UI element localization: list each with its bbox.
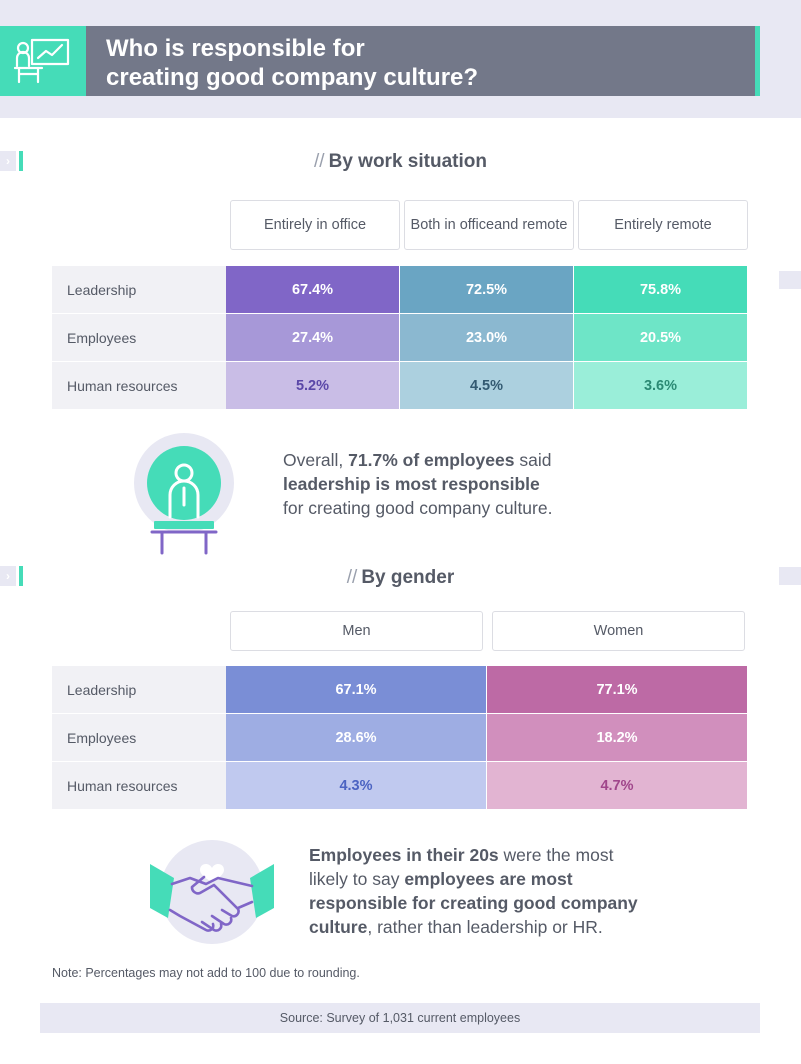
data-cell: 77.1% bbox=[487, 666, 748, 714]
data-cell: 27.4% bbox=[226, 314, 400, 362]
chevron-right-icon: › bbox=[0, 151, 16, 171]
data-cell: 18.2% bbox=[487, 714, 748, 762]
section-title-work: //By work situation bbox=[314, 151, 487, 172]
row-label: Human resources bbox=[52, 762, 226, 810]
data-cell: 3.6% bbox=[574, 362, 748, 410]
column-header-text: Men bbox=[342, 623, 371, 639]
source-bar: Source: Survey of 1,031 current employee… bbox=[40, 1003, 760, 1033]
data-cell: 67.4% bbox=[226, 266, 400, 314]
page-title: Who is responsible for creating good com… bbox=[86, 26, 760, 96]
data-cell: 72.5% bbox=[400, 266, 574, 314]
person-at-podium-icon bbox=[132, 433, 238, 562]
column-header-text: Entirely in office bbox=[263, 217, 367, 233]
data-cell: 20.5% bbox=[574, 314, 748, 362]
section-title-gender: //By gender bbox=[346, 567, 455, 588]
column-header: Entirely in office bbox=[230, 200, 400, 250]
chevron-right-icon: › bbox=[0, 566, 16, 586]
data-cell: 67.1% bbox=[226, 666, 487, 714]
handshake-heart-icon bbox=[150, 840, 274, 951]
data-cell: 4.5% bbox=[400, 362, 574, 410]
side-tab bbox=[779, 271, 801, 289]
column-header: Entirely remote bbox=[578, 200, 748, 250]
data-cell: 4.3% bbox=[226, 762, 487, 810]
callout-age: Employees in their 20s were the most lik… bbox=[309, 845, 638, 937]
column-header: Men bbox=[230, 611, 483, 651]
data-cell: 5.2% bbox=[226, 362, 400, 410]
footnote: Note: Percentages may not add to 100 due… bbox=[52, 966, 360, 980]
row-label: Employees bbox=[52, 714, 226, 762]
side-tab bbox=[779, 567, 801, 585]
data-cell: 75.8% bbox=[574, 266, 748, 314]
column-header-text: Entirely remote bbox=[614, 217, 712, 233]
section-marker: › bbox=[0, 566, 24, 586]
row-label: Leadership bbox=[52, 666, 226, 714]
row-label: Employees bbox=[52, 314, 226, 362]
data-cell: 4.7% bbox=[487, 762, 748, 810]
presentation-chart-icon bbox=[0, 26, 86, 96]
section-marker: › bbox=[0, 151, 24, 171]
row-label: Leadership bbox=[52, 266, 226, 314]
column-header-text: Both in office bbox=[410, 217, 495, 233]
column-header-text: Women bbox=[593, 623, 644, 639]
header: Who is responsible for creating good com… bbox=[0, 26, 760, 96]
data-cell: 28.6% bbox=[226, 714, 487, 762]
data-cell: 23.0% bbox=[400, 314, 574, 362]
row-label: Human resources bbox=[52, 362, 226, 410]
column-header: Women bbox=[492, 611, 745, 651]
column-header: Both in office and remote bbox=[404, 200, 574, 250]
column-header-text: and remote bbox=[494, 217, 568, 233]
callout-leadership: Overall, 71.7% of employees said leaders… bbox=[283, 450, 553, 518]
